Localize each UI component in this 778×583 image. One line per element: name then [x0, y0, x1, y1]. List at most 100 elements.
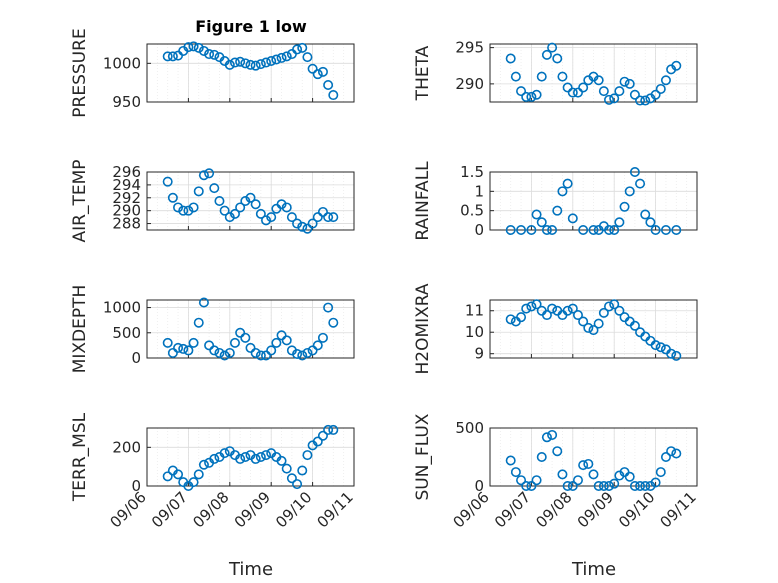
mixdepth-data-point	[224, 347, 235, 358]
terr-msl-data-point	[162, 471, 173, 482]
pressure-data-point	[281, 51, 292, 62]
air-temp-data-point	[235, 202, 246, 213]
h2omixra-data-point	[671, 350, 682, 361]
pressure-y-tick-label: 1000	[103, 54, 141, 72]
air-temp-data-point	[188, 202, 199, 213]
air-temp-data-point	[276, 199, 287, 210]
air-temp-data-point	[204, 168, 215, 179]
mixdepth-data-point	[266, 345, 277, 356]
h2omixra-data-point	[583, 322, 594, 333]
theta-data-point	[541, 49, 552, 60]
h2omixra-y-axis-label: H2OMIXRA	[413, 283, 433, 374]
pressure-data-point	[302, 52, 313, 63]
h2omixra-data-point	[598, 307, 609, 318]
terr-msl-y-tick-label: 200	[112, 438, 141, 456]
theta-data-point	[505, 53, 516, 64]
air-temp-data-point	[292, 218, 303, 229]
h2omixra-axes-box	[489, 299, 698, 359]
mixdepth-data-point	[229, 337, 240, 348]
air-temp-y-axis-label: AIR_TEMP	[70, 160, 90, 243]
rainfall-data-point	[505, 225, 516, 236]
air-temp-data-point	[219, 205, 230, 216]
sun-flux-data-point	[536, 451, 547, 462]
mixdepth-data-point	[204, 340, 215, 351]
terr-msl-data-point	[286, 473, 297, 484]
theta-data-point	[557, 71, 568, 82]
mixdepth-data-point	[323, 302, 334, 313]
h2omixra-data-point	[650, 340, 661, 351]
rainfall-data-point	[614, 217, 625, 228]
h2omixra-data-point	[562, 305, 573, 316]
air-temp-y-tick-label: 292	[112, 189, 141, 207]
sun-flux-data-point	[609, 478, 620, 489]
pressure-data-point	[183, 42, 194, 53]
terr-msl-y-tick-label: 0	[131, 477, 141, 495]
x-axis-label-right: Time	[571, 559, 616, 580]
h2omixra-data-point	[526, 301, 537, 312]
mixdepth-data-point	[250, 347, 261, 358]
h2omixra-data-point	[604, 301, 615, 312]
theta-data-point	[521, 91, 532, 102]
air-temp-data-point	[209, 183, 220, 194]
terr-msl-data-point	[302, 450, 313, 461]
pressure-data-point	[209, 49, 220, 60]
pressure-data-point	[198, 45, 209, 56]
terr-msl-data-point	[209, 453, 220, 464]
rainfall-data-point	[526, 225, 537, 236]
x-axis-label-left: Time	[228, 559, 273, 580]
air-temp-data-point	[162, 176, 173, 187]
pressure-data-point	[229, 57, 240, 68]
rainfall-data-point	[645, 217, 656, 228]
sun-flux-data-point	[640, 480, 651, 491]
terr-msl-data-point	[188, 477, 199, 488]
sun-flux-data-point	[557, 469, 568, 480]
mixdepth-data-point	[178, 343, 189, 354]
rainfall-data-point	[567, 213, 578, 224]
mixdepth-data-point	[312, 340, 323, 351]
mixdepth-data-point	[183, 345, 194, 356]
terr-msl-data-point	[292, 479, 303, 490]
sun-flux-data-point	[552, 446, 563, 457]
sun-flux-data-point	[660, 451, 671, 462]
rainfall-data-point	[531, 209, 542, 220]
rainfall-axes-box	[489, 171, 698, 231]
air-temp-data-point	[323, 212, 334, 223]
air-temp-data-point	[178, 205, 189, 216]
rainfall-data-point	[536, 217, 547, 228]
mixdepth-y-tick-label: 1000	[103, 299, 141, 317]
h2omixra-y-tick-label: 9	[474, 345, 484, 363]
rainfall-data-point	[629, 167, 640, 178]
h2omixra-data-point	[531, 299, 542, 310]
sun-flux-data-point	[547, 429, 558, 440]
air-temp-data-point	[255, 208, 266, 219]
air-temp-data-point	[229, 208, 240, 219]
rainfall-data-point	[609, 225, 620, 236]
mixdepth-data-point	[173, 342, 184, 353]
mixdepth-y-axis-label: MIXDEPTH	[70, 285, 90, 374]
theta-data-point	[650, 89, 661, 100]
rainfall-y-tick-label: 0.5	[460, 202, 484, 220]
sun-flux-data-point	[604, 480, 615, 491]
rainfall-data-point	[640, 209, 651, 220]
terr-msl-data-point	[219, 448, 230, 459]
theta-axes-box	[489, 43, 698, 103]
mixdepth-data-point	[302, 347, 313, 358]
subplot-mixdepth: 0 500 1000 MIXDEPTH	[70, 285, 355, 374]
terr-msl-data-point	[312, 436, 323, 447]
rainfall-y-tick-label: 1.5	[460, 163, 484, 181]
sun-flux-data-point	[583, 458, 594, 469]
mixdepth-data-point	[235, 327, 246, 338]
mixdepth-data-point	[317, 332, 328, 343]
theta-data-point	[660, 75, 671, 86]
air-temp-data-point	[307, 218, 318, 229]
rainfall-y-tick-label: 0	[474, 221, 484, 239]
sun-flux-data-point	[567, 480, 578, 491]
sun-flux-data-point	[671, 448, 682, 459]
pressure-axes-box	[146, 43, 355, 103]
h2omixra-data-point	[629, 320, 640, 331]
theta-data-point	[629, 89, 640, 100]
rainfall-data-point	[650, 225, 661, 236]
pressure-data-point	[307, 63, 318, 74]
air-temp-data-point	[317, 206, 328, 217]
